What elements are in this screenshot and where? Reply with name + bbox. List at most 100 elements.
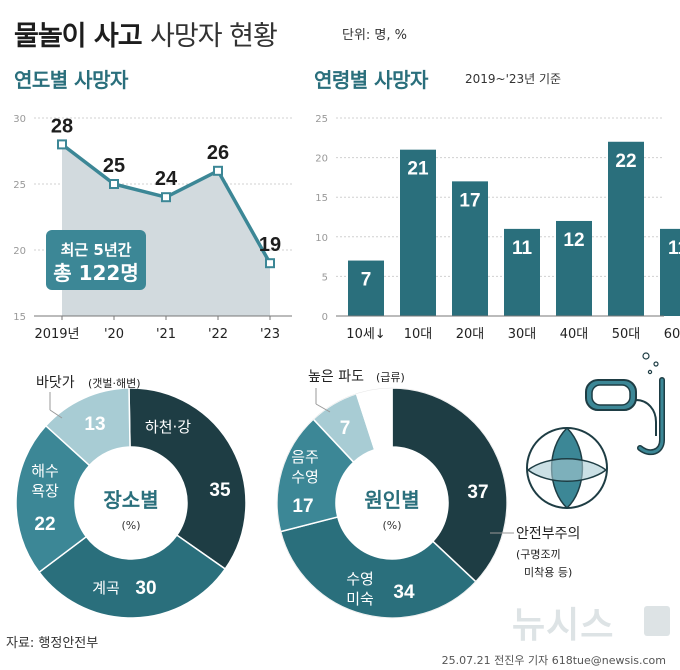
bar-value-label: 11: [512, 238, 533, 259]
line-x-tick: '22: [208, 327, 228, 342]
cause-label-wave: 높은 파도: [308, 369, 364, 385]
bar-y-tick: 25: [315, 114, 328, 125]
bar-chart-title: 연령별 사망자: [314, 68, 428, 92]
bar-x-tick: 60대: [664, 327, 680, 342]
place-donut-center: [76, 448, 186, 558]
unit-label: 단위: 명, %: [342, 28, 408, 43]
snorkel-tube-inner: [638, 378, 664, 454]
place-label-seaside-sub: (갯벌·해변): [88, 376, 141, 390]
bar-2: [452, 181, 488, 316]
total-annotation-box: [46, 230, 146, 290]
line-x-tick: '21: [156, 327, 176, 342]
place-donut-center-title: 장소별: [103, 488, 158, 512]
total-annotation-line2: 총 122명: [53, 261, 139, 285]
page-title: 물놀이 사고 사망자 현황: [14, 14, 278, 53]
bubble: [647, 369, 653, 375]
bar-1: [400, 149, 436, 316]
line-y-tick: 15: [13, 312, 26, 323]
snorkel-tube-top: [635, 399, 657, 436]
line-x-tick: 2019년: [34, 327, 79, 342]
line-point: [161, 192, 171, 203]
cause-donut-outline: [276, 387, 508, 619]
line-x-tick: '20: [104, 327, 124, 342]
place-label-river: 하천·강: [145, 418, 191, 436]
newsis-logo: 뉴시스: [512, 605, 615, 646]
line-y-tick: 20: [13, 246, 26, 257]
cause-value-wave: 7: [340, 418, 351, 439]
cause-label-drink-line1: 음주: [291, 448, 319, 466]
total-annotation-line1: 최근 5년간: [61, 241, 132, 259]
line-point: [109, 179, 119, 189]
bar-y-tick: 20: [315, 154, 328, 165]
wave-leader-d: [315, 403, 331, 413]
bar-x-tick: 50대: [612, 327, 641, 342]
place-label-valley: 계곡: [92, 579, 120, 597]
title-light: 사망자 현황: [150, 21, 278, 52]
place-donut-slice: [44, 387, 131, 467]
mask-lens: [591, 384, 631, 406]
source-text: 자료: 행정안전부: [6, 636, 99, 651]
bar-y-tick: 0: [322, 312, 328, 323]
cause-donut-center-unit: (%): [382, 519, 401, 532]
line-point: [213, 165, 223, 176]
bar-x-tick: 10대: [404, 327, 433, 342]
bar-chart-basis: 2019~'23년 기준: [465, 72, 562, 86]
place-label-beach-line2: 욕장: [31, 482, 59, 500]
cause-label-swim-line2: 미숙: [346, 590, 374, 608]
line-value-label: 19: [259, 234, 281, 256]
place-donut-slice: [38, 534, 227, 619]
bar-x-tick: 40대: [560, 327, 589, 342]
line-value-label: 26: [207, 142, 229, 164]
place-donut-slice: [15, 424, 91, 574]
cause-label-drink-line2: 수영: [291, 468, 319, 486]
place-donut-center-unit: (%): [121, 519, 140, 532]
snorkel-mask-icon: [585, 352, 665, 456]
line-point: [57, 139, 67, 150]
bar-x-tick: 10세↓: [346, 327, 385, 342]
bar-0: [348, 260, 384, 316]
snorkel-tube: [637, 377, 665, 456]
cause-label-swim-line1: 수영: [346, 570, 374, 588]
line-y-tick: 30: [13, 114, 26, 125]
cause-value-drink: 17: [292, 496, 313, 517]
line-point: [265, 258, 275, 269]
place-label-seaside: 바닷가: [36, 375, 75, 391]
cause-label-carelessness-sub1: (구명조끼: [516, 548, 561, 561]
seaside-leader-d: [49, 409, 63, 419]
bar-5: [608, 141, 644, 316]
bubble: [653, 361, 659, 367]
line-chart-title: 연도별 사망자: [14, 68, 128, 92]
bar-value-label: 7: [361, 270, 372, 291]
bar-value-label: 22: [615, 151, 636, 172]
line-value-label: 28: [51, 115, 73, 137]
bar-3: [504, 228, 540, 316]
bar-x-tick: 30대: [508, 327, 537, 342]
bar-x-tick: 20대: [456, 327, 485, 342]
cause-value-swim: 34: [393, 582, 415, 603]
newsis-logo-mark: [644, 606, 670, 636]
bar-value-label: 21: [407, 159, 429, 180]
cause-label-carelessness-sub2: 미착용 등): [524, 566, 572, 579]
bar-y-tick: 5: [322, 272, 328, 283]
byline-text: 25.07.21 전진우 기자 618tue@newsis.com: [441, 654, 666, 667]
bar-y-tick: 10: [315, 233, 328, 244]
line-y-tick: 25: [13, 180, 26, 191]
cause-label-wave-sub: (급류): [376, 371, 405, 384]
title-bold: 물놀이 사고: [14, 21, 143, 52]
cause-label-carelessness: 안전부주의: [516, 526, 580, 542]
cause-donut-center: [337, 448, 447, 558]
cause-donut-center-title: 원인별: [364, 488, 419, 512]
line-value-label: 24: [155, 168, 178, 190]
ball-panel-2: [526, 458, 608, 482]
bubble: [642, 352, 650, 360]
beach-ball-icon: [526, 426, 608, 510]
line-value-label: 25: [103, 155, 125, 177]
bar-value-label: 12: [563, 230, 584, 251]
place-label-beach-line1: 해수: [31, 462, 59, 480]
bar-value-label: 11: [668, 238, 680, 259]
place-value-beach: 22: [34, 514, 55, 535]
bar-value-label: 17: [459, 190, 480, 211]
place-value-seaside: 13: [84, 414, 105, 435]
line-x-tick: '23: [260, 327, 280, 342]
place-value-river: 35: [209, 480, 231, 501]
